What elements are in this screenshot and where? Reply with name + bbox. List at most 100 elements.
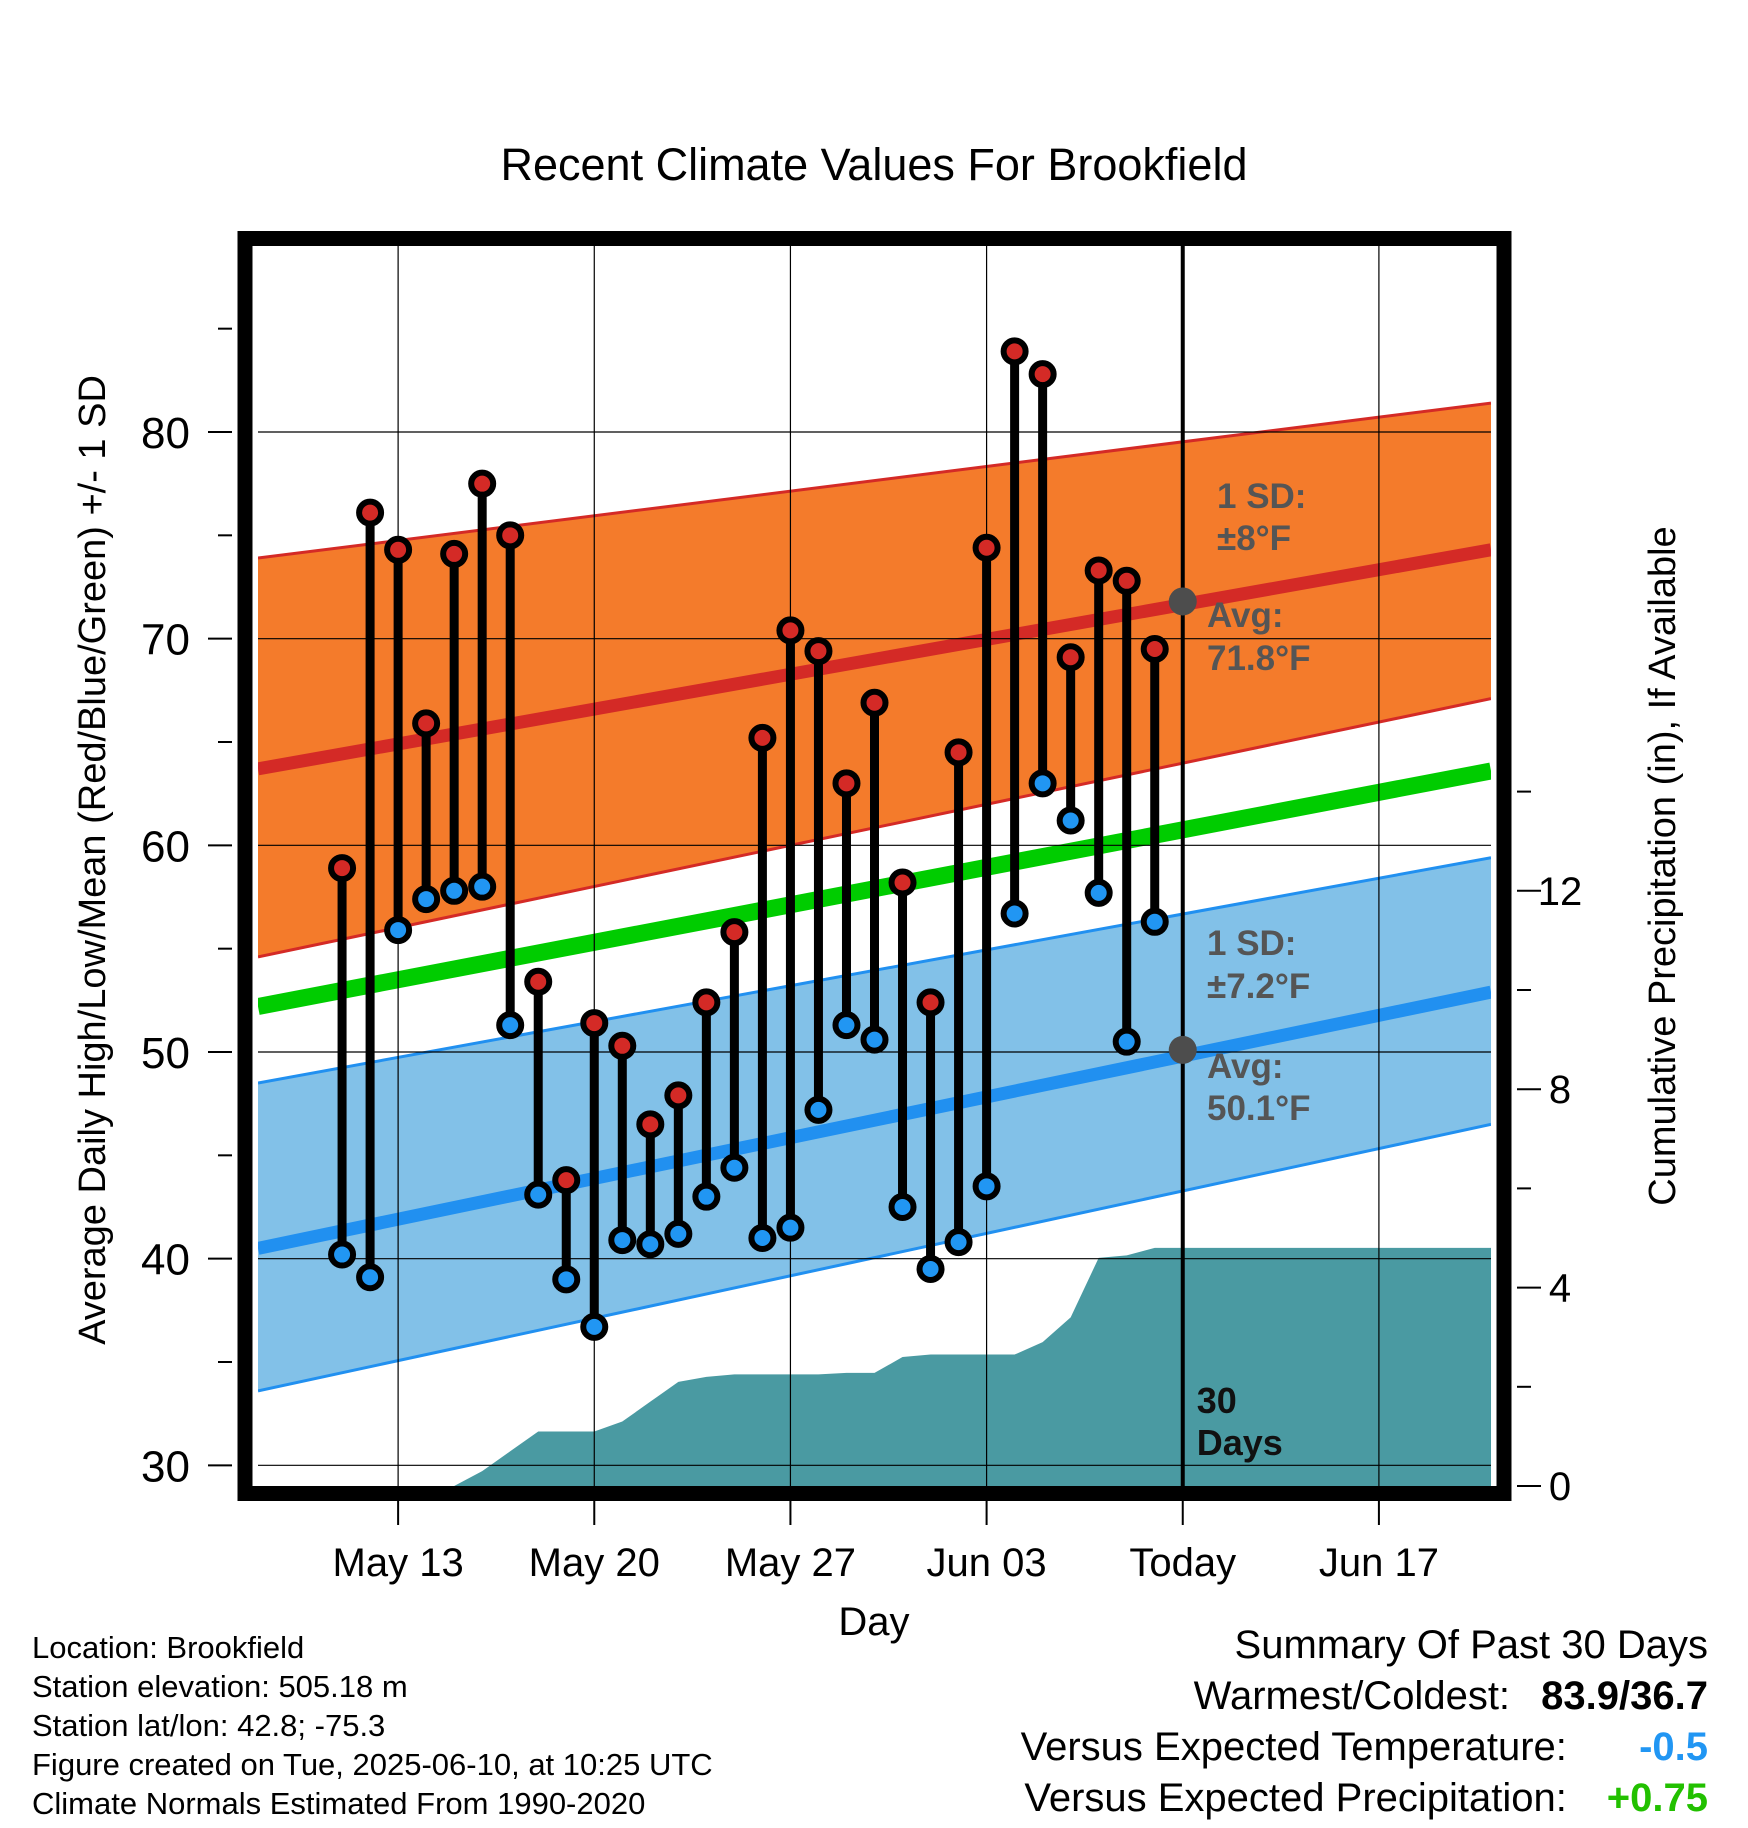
summary-warmest-label: Warmest/Coldest: (1193, 1674, 1511, 1718)
daily-high-point (608, 1031, 637, 1060)
low-sd-label-line2: ±7.2°F (1207, 967, 1310, 1006)
daily-low-point (888, 1193, 917, 1221)
y2-tick-label-8: 8 (1549, 1068, 1571, 1112)
daily-low-point (636, 1230, 665, 1259)
daily-low-point (804, 1095, 833, 1124)
y-tick-label-30: 30 (141, 1442, 190, 1491)
daily-high-point (328, 854, 357, 883)
daily-low-point (748, 1224, 777, 1252)
daily-low-point (552, 1265, 581, 1294)
daily-high-point (972, 533, 1001, 562)
daily-low-point (328, 1240, 357, 1269)
today-label-line2: Days (1197, 1422, 1283, 1463)
info-created: Figure created on Tue, 2025-06-10, at 10… (32, 1747, 713, 1782)
daily-low-point (860, 1025, 889, 1054)
daily-high-point (776, 616, 805, 645)
y2-tick-label-0: 0 (1549, 1465, 1571, 1509)
daily-high-point (1112, 566, 1141, 595)
daily-high-point (552, 1166, 581, 1195)
daily-low-point (1056, 806, 1085, 835)
summary-warmest-value: 83.9/36.7 (1541, 1674, 1708, 1718)
daily-low-point (468, 872, 497, 901)
x-axis-label: Day (838, 1600, 909, 1644)
y-axis-label: Average Daily High/Low/Mean (Red/Blue/Gr… (72, 375, 114, 1345)
daily-high-point (636, 1110, 665, 1139)
y-tick-label-60: 60 (141, 822, 190, 871)
x-tick-label-4: Today (1129, 1541, 1236, 1585)
daily-low-point (1140, 907, 1169, 936)
daily-low-point (1112, 1027, 1141, 1056)
daily-high-point (888, 868, 917, 897)
y2-tick-label-4: 4 (1549, 1267, 1571, 1311)
daily-low-point (972, 1172, 1001, 1201)
summary-warmest: Warmest/Coldest: 83.9/36.7 (1021, 1671, 1708, 1722)
info-elevation: Station elevation: 505.18 m (32, 1669, 408, 1704)
high-avg-label-line1: Avg: (1207, 596, 1283, 635)
chart-title: Recent Climate Values For Brookfield (501, 139, 1248, 190)
daily-high-point (664, 1081, 693, 1110)
daily-low-point (356, 1263, 385, 1292)
summary-precip: Versus Expected Precipitation: +0.75 (1021, 1773, 1708, 1824)
normal-high-mean-line (258, 543, 1491, 776)
daily-low-point (944, 1228, 973, 1257)
high-sd-label-line2: ±8°F (1217, 519, 1291, 558)
x-tick-label-5: Jun 17 (1319, 1541, 1439, 1585)
daily-high-point (1000, 337, 1029, 366)
daily-low-point (664, 1219, 693, 1248)
high-avg-label-line2: 71.8°F (1207, 639, 1311, 678)
info-latlon: Station lat/lon: 42.8; -75.3 (32, 1708, 386, 1743)
summary-precip-label: Versus Expected Precipitation: (1024, 1776, 1567, 1820)
today-label-line1: 30 (1197, 1380, 1237, 1421)
daily-low-point (1000, 899, 1029, 928)
summary-temp-label: Versus Expected Temperature: (1020, 1725, 1567, 1769)
x-tick-label-2: May 27 (725, 1541, 856, 1585)
normal-low-lower-line (258, 1122, 1491, 1393)
daily-high-point (1028, 360, 1057, 389)
daily-high-point (384, 535, 413, 564)
daily-high-point (496, 521, 525, 550)
daily-low-point (384, 916, 413, 945)
daily-low-point (580, 1312, 609, 1341)
daily-high-point (916, 988, 945, 1017)
daily-low-point (776, 1213, 805, 1242)
plot-frame (237, 231, 1512, 1501)
daily-low-point (412, 885, 441, 914)
daily-high-point (356, 498, 385, 527)
daily-high-point (1140, 635, 1169, 663)
daily-low-point (440, 876, 469, 905)
daily-high-point (412, 709, 441, 738)
daily-high-point (580, 1009, 609, 1038)
x-tick-label-0: May 13 (333, 1541, 464, 1585)
daily-high-point (748, 723, 777, 752)
normal-high-upper-line (258, 401, 1491, 560)
daily-high-point (1056, 643, 1085, 672)
daily-low-point (1028, 769, 1057, 798)
daily-high-point (860, 688, 889, 717)
summary-precip-value: +0.75 (1606, 1776, 1708, 1820)
daily-high-point (832, 769, 861, 798)
info-location: Location: Brookfield (32, 1630, 305, 1665)
axes: 30 40 50 60 70 80 0 4 8 12 May 13 May 20 May 27 Jun 0… (141, 327, 1583, 1585)
daily-high-point (1084, 556, 1113, 585)
daily-high-point (804, 637, 833, 666)
daily-low-point (692, 1182, 721, 1211)
daily-high-point (720, 918, 749, 947)
y2-tick-label-12: 12 (1538, 870, 1583, 914)
daily-low-point (916, 1255, 945, 1283)
normal-low-mean-line (258, 985, 1491, 1255)
low-avg-label-line2: 50.1°F (1207, 1089, 1311, 1128)
low-sd-label-line1: 1 SD: (1207, 924, 1296, 963)
daily-low-point (524, 1180, 553, 1209)
daily-high-point (692, 988, 721, 1017)
daily-low-point (496, 1011, 525, 1040)
daily-high-point (524, 967, 553, 996)
x-tick-label-3: Jun 03 (927, 1541, 1047, 1585)
summary-temp: Versus Expected Temperature: -0.5 (1021, 1722, 1708, 1773)
summary-temp-value: -0.5 (1639, 1725, 1708, 1769)
avg-low-today-dot (1168, 1035, 1197, 1064)
y-tick-label-70: 70 (141, 616, 190, 665)
low-avg-label-line1: Avg: (1207, 1047, 1283, 1086)
info-normals: Climate Normals Estimated From 1990-2020 (32, 1786, 646, 1821)
